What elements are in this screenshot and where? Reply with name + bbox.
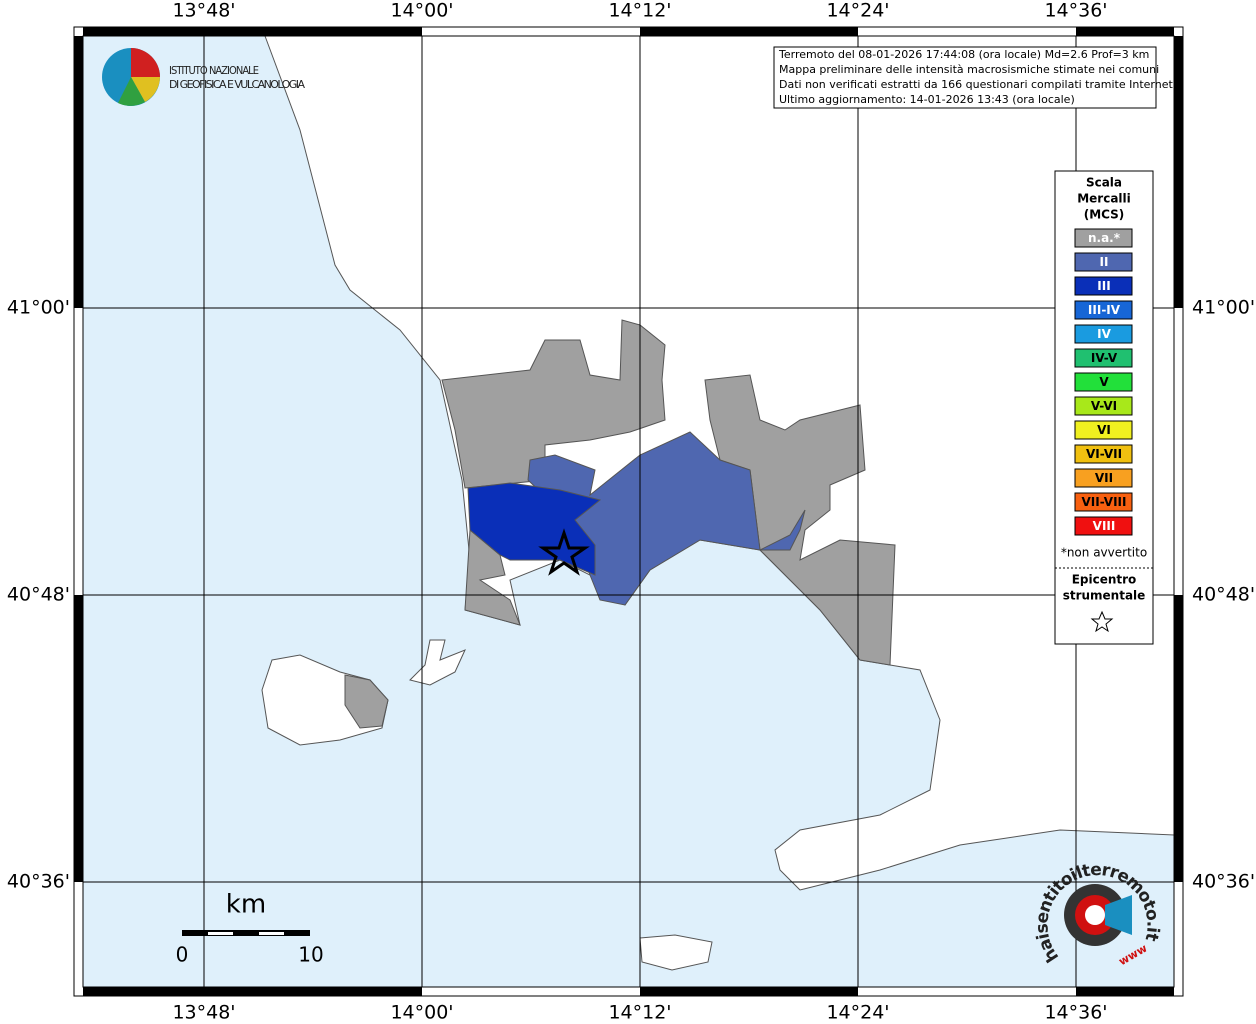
legend-swatch bbox=[1074, 324, 1133, 344]
scale-bar-outline bbox=[182, 930, 310, 936]
frame-inner bbox=[82, 35, 1175, 988]
border-segment bbox=[640, 27, 858, 36]
legend-label: V-VI bbox=[1091, 399, 1117, 413]
legend-swatch bbox=[1074, 228, 1133, 248]
procida bbox=[409, 639, 466, 686]
border-segment bbox=[1174, 595, 1183, 882]
ischia-area bbox=[344, 674, 389, 729]
legend-star bbox=[1090, 610, 1114, 633]
scale-label: 0 bbox=[176, 943, 189, 967]
border-segment bbox=[1076, 987, 1174, 996]
lon-label: 14°12' bbox=[608, 1002, 671, 1024]
legend-label: III-IV bbox=[1088, 303, 1121, 317]
legend-label: IV-V bbox=[1091, 351, 1118, 365]
scale-bar bbox=[182, 930, 310, 936]
legend-note: *non avvertito bbox=[1061, 546, 1147, 560]
region-na bbox=[464, 528, 521, 626]
region-ii bbox=[527, 431, 806, 606]
legend-label: n.a.* bbox=[1088, 231, 1121, 245]
legend-epicenter: strumentale bbox=[1063, 589, 1146, 603]
border-segment bbox=[83, 27, 204, 36]
legend-label: III bbox=[1097, 279, 1110, 293]
info-line: Mappa preliminare delle intensità macros… bbox=[779, 63, 1159, 76]
region-iii bbox=[467, 482, 602, 576]
badge-speaker bbox=[1105, 895, 1132, 935]
logo-text: DI GEOFISICA E VULCANOLOGIA bbox=[169, 78, 305, 91]
legend-label: II bbox=[1100, 255, 1109, 269]
legend-swatch bbox=[1074, 420, 1133, 440]
legend-swatch bbox=[1074, 516, 1133, 536]
scale-label: 10 bbox=[298, 943, 323, 967]
legend-label: V bbox=[1099, 375, 1109, 389]
logo-text: ISTITUTO NAZIONALE bbox=[169, 64, 259, 77]
border-segment bbox=[74, 36, 83, 308]
lat-label: 40°36' bbox=[7, 871, 70, 893]
border-segment bbox=[74, 595, 83, 882]
lat-label: 40°48' bbox=[1192, 584, 1255, 606]
border-segment bbox=[83, 987, 204, 996]
epicenter-star bbox=[538, 528, 590, 576]
legend-swatch bbox=[1074, 252, 1133, 272]
info-box bbox=[773, 46, 1157, 109]
logo-segment bbox=[131, 48, 160, 77]
scale-unit: km bbox=[226, 890, 266, 920]
legend-swatch bbox=[1074, 348, 1133, 368]
legend-title: (MCS) bbox=[1084, 208, 1125, 222]
legend-swatch bbox=[1074, 300, 1133, 320]
grid bbox=[74, 27, 1183, 996]
lat-label: 40°36' bbox=[1192, 871, 1255, 893]
lon-label: 14°36' bbox=[1044, 0, 1107, 22]
border-segment bbox=[640, 987, 858, 996]
lon-label: 14°00' bbox=[390, 0, 453, 22]
lon-label: 13°48' bbox=[172, 1002, 235, 1024]
legend-swatch bbox=[1074, 372, 1133, 392]
info-line: Ultimo aggiornamento: 14-01-2026 13:43 (… bbox=[779, 93, 1075, 106]
legend-swatch bbox=[1074, 276, 1133, 296]
frame bbox=[73, 26, 1184, 997]
info-line: Terremoto del 08-01-2026 17:44:08 (ora l… bbox=[778, 48, 1149, 61]
lat-label: 40°48' bbox=[7, 584, 70, 606]
border-segment bbox=[204, 27, 422, 36]
legend-label: VI-VII bbox=[1086, 447, 1122, 461]
lon-label: 14°24' bbox=[826, 1002, 889, 1024]
legend-epicenter: Epicentro bbox=[1072, 573, 1137, 587]
lon-label: 13°48' bbox=[172, 0, 235, 22]
badge bbox=[1064, 884, 1132, 946]
legend-label: VII bbox=[1095, 471, 1113, 485]
border-segment bbox=[1076, 27, 1174, 36]
lon-label: 14°00' bbox=[390, 1002, 453, 1024]
legend-swatch bbox=[1074, 396, 1133, 416]
legend-swatch bbox=[1074, 444, 1133, 464]
legend-title: Mercalli bbox=[1077, 192, 1131, 206]
info-line: Dati non verificati estratti da 166 ques… bbox=[779, 78, 1176, 91]
legend-label: VI bbox=[1097, 423, 1111, 437]
capri bbox=[639, 934, 713, 971]
logo-segment bbox=[131, 77, 160, 102]
scale-bar-segment bbox=[259, 932, 284, 935]
border-segment bbox=[204, 987, 422, 996]
lat-label: 41°00' bbox=[7, 297, 70, 319]
legend-label: VIII bbox=[1093, 519, 1116, 533]
lon-label: 14°24' bbox=[826, 0, 889, 22]
logo-segment bbox=[118, 77, 145, 106]
badge-ring bbox=[1085, 905, 1105, 925]
legend-label: IV bbox=[1097, 327, 1111, 341]
lat-label: 41°00' bbox=[1192, 297, 1255, 319]
legend-swatch bbox=[1074, 468, 1133, 488]
scale-bar-segment bbox=[208, 932, 233, 935]
lon-label: 14°12' bbox=[608, 0, 671, 22]
legend-swatch bbox=[1074, 492, 1133, 512]
lon-label: 14°36' bbox=[1044, 1002, 1107, 1024]
legend-label: VII-VIII bbox=[1081, 495, 1126, 509]
border-segment bbox=[1174, 36, 1183, 308]
logo bbox=[102, 48, 160, 106]
legend-title: Scala bbox=[1086, 176, 1122, 190]
